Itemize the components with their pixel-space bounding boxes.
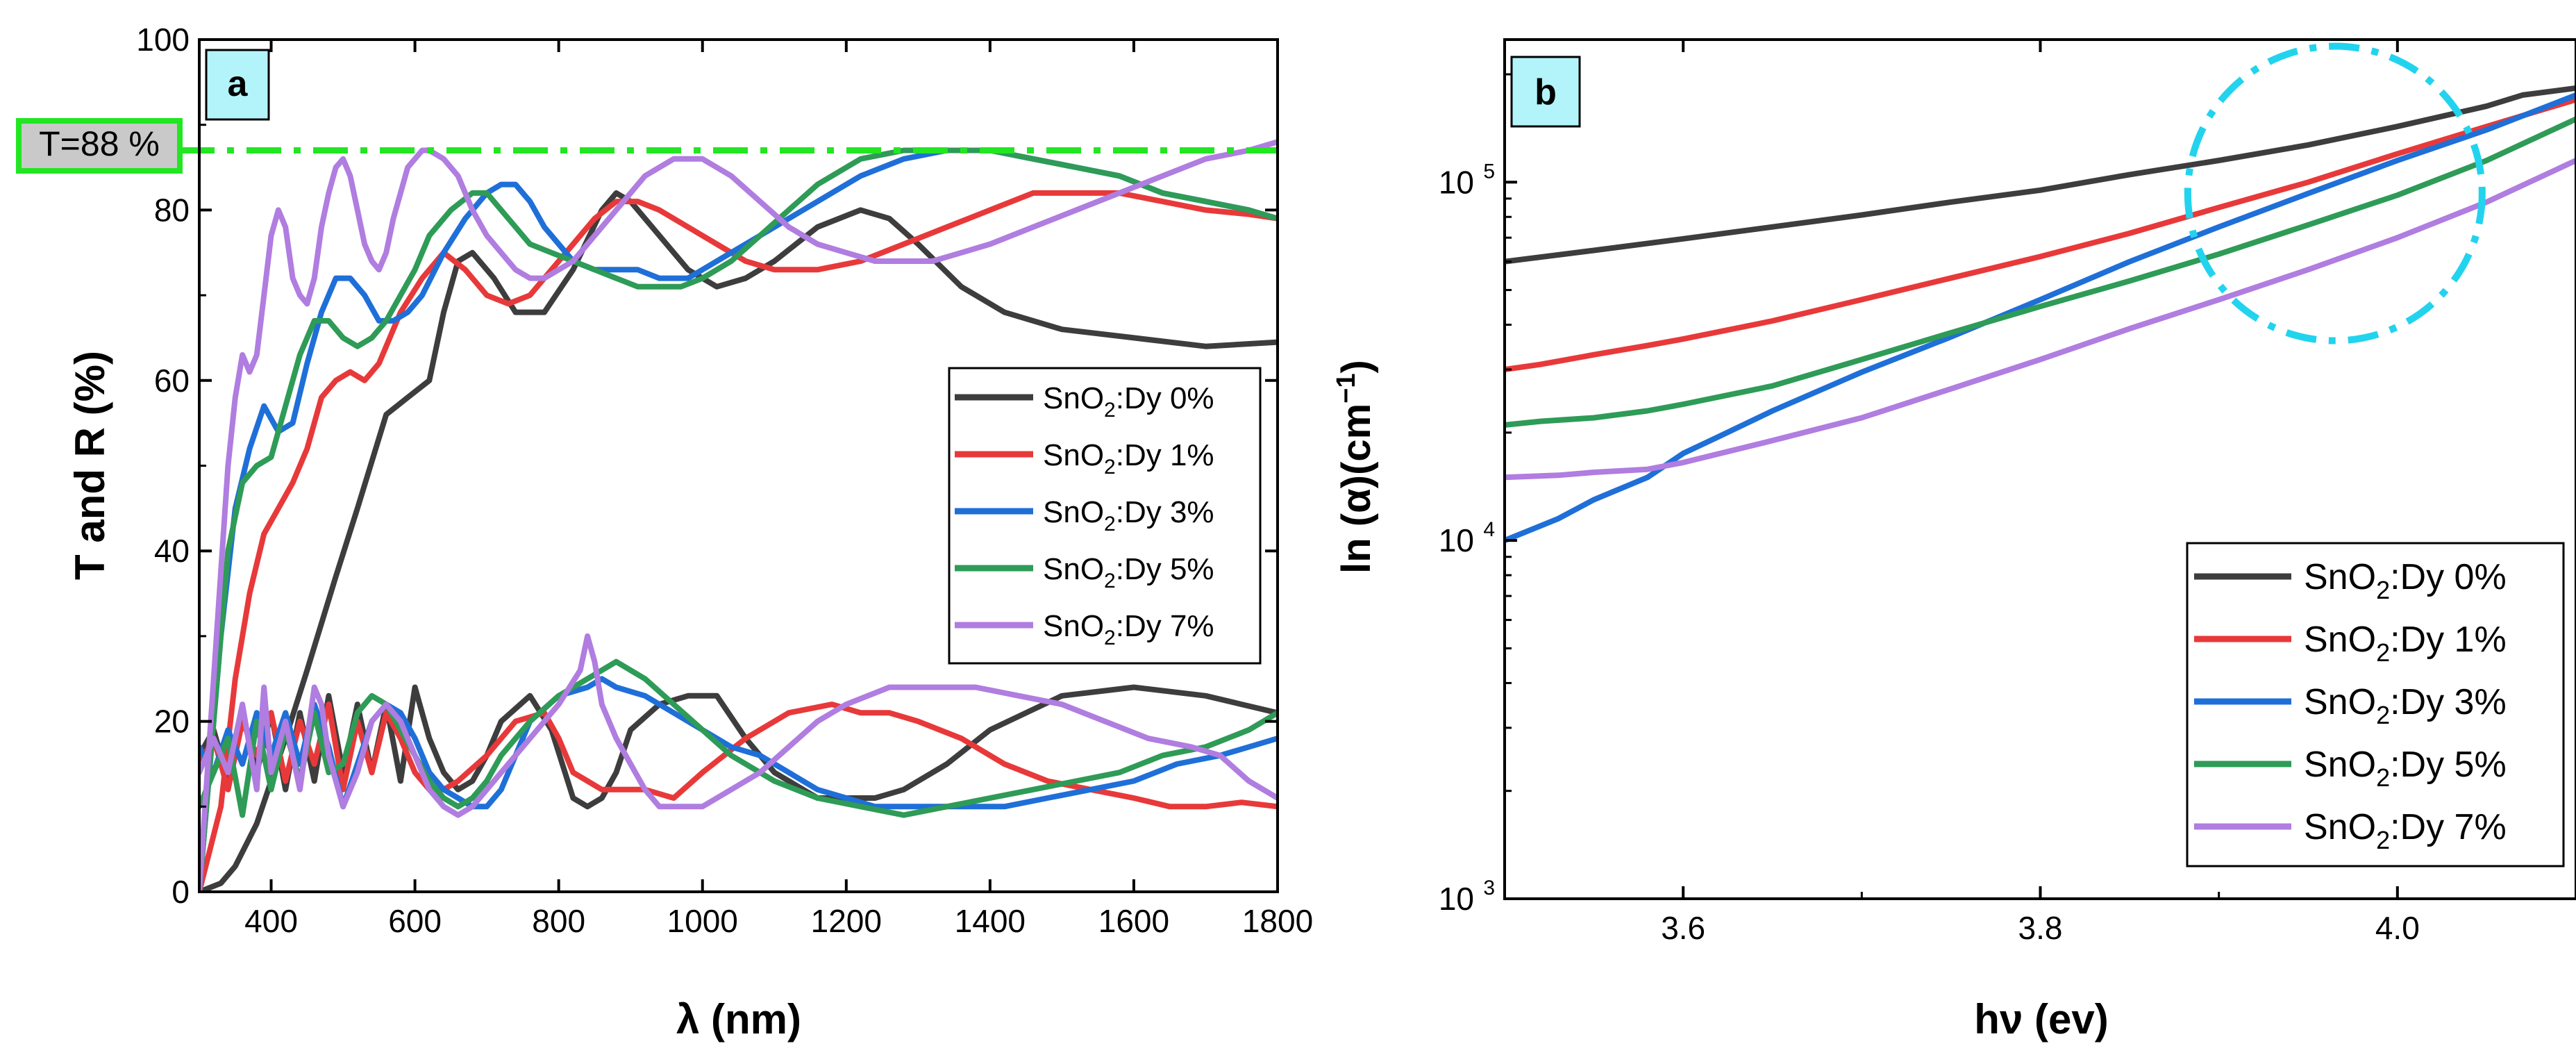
y-tick-exponent-b: 4 <box>1483 518 1495 541</box>
x-tick-label-a: 1000 <box>667 903 738 939</box>
legend-label-b: SnO2:Dy 7% <box>2304 807 2507 854</box>
x-axis-title-b: hν (ev) <box>1974 996 2108 1043</box>
legend-label-a: SnO2:Dy 1% <box>1043 438 1214 479</box>
panel-a-label-box <box>205 49 270 121</box>
y-tick-label-b: 10 <box>1439 164 1474 200</box>
legend-label-a: SnO2:Dy 0% <box>1043 381 1214 422</box>
y-tick-label-a: 0 <box>172 874 190 910</box>
x-tick-label-a: 1800 <box>1242 903 1313 939</box>
series-sno2-dy-7 <box>1505 158 2576 481</box>
panel-a-label: a <box>228 64 249 104</box>
y-axis-title-b-sup: −1 <box>1332 373 1361 403</box>
x-axis-title-a: λ (nm) <box>676 996 801 1043</box>
legend-label-b: SnO2:Dy 1% <box>2304 620 2507 667</box>
x-tick-label-a: 600 <box>388 903 442 939</box>
y-tick-label-a: 60 <box>154 363 190 399</box>
y-axis-title-a: T and R (%) <box>67 351 113 580</box>
legend-label-a: SnO2:Dy 5% <box>1043 552 1214 592</box>
legend-label-a: SnO2:Dy 3% <box>1043 495 1214 536</box>
x-tick-label-a: 1400 <box>955 903 1026 939</box>
series-sno2-dy-5 <box>1505 116 2576 428</box>
annotation-label: T=88 % <box>39 124 160 163</box>
x-tick-label-a: 1200 <box>811 903 882 939</box>
legend-label-b: SnO2:Dy 5% <box>2304 745 2507 792</box>
y-tick-label-a: 40 <box>154 533 190 569</box>
series-R-sno2-dy-7 <box>199 633 1278 818</box>
series-sno2-dy-1 <box>1505 97 2576 372</box>
legend-a <box>948 367 1262 665</box>
y-axis-title-b-main: ln (α)(cm <box>1334 404 1379 574</box>
y-axis-title-b: ln (α)(cm−1) <box>1332 360 1379 574</box>
y-tick-label-a: 80 <box>154 192 190 228</box>
x-tick-label-a: 1600 <box>1098 903 1169 939</box>
x-tick-label-b: 3.6 <box>1661 910 1705 946</box>
series-sno2-dy-0 <box>1505 85 2576 265</box>
panel-a: 400 600 800 1000 1200 1400 1600 1800 0 20 40 60 80 10… <box>16 22 1313 1043</box>
legend-label-b: SnO2:Dy 3% <box>2304 682 2507 729</box>
y-tick-label-b: 10 <box>1439 522 1474 558</box>
x-tick-label-b: 4.0 <box>2375 910 2420 946</box>
y-tick-label-a: 20 <box>154 704 190 740</box>
x-tick-label-a: 400 <box>244 903 298 939</box>
y-tick-exponent-b: 5 <box>1483 160 1495 183</box>
panel-b-label: b <box>1534 72 1557 113</box>
y-tick-label-b: 10 <box>1439 881 1474 917</box>
y-tick-label-a: 100 <box>136 22 190 58</box>
series-T-sno2-dy-5 <box>199 147 1278 892</box>
legend-label-b: SnO2:Dy 0% <box>2304 557 2507 604</box>
highlight-circle <box>2184 42 2486 344</box>
legend-label-a: SnO2:Dy 7% <box>1043 609 1214 649</box>
panel-b: 3.6 3.8 4.0 10 3 10 4 10 5 b hν (ev) ln (α)(cm−1… <box>1332 38 2576 1043</box>
x-tick-label-a: 800 <box>532 903 585 939</box>
series-T-sno2-dy-7 <box>199 139 1278 892</box>
y-axis-title-b-close: ) <box>1334 360 1379 373</box>
y-tick-exponent-b: 3 <box>1483 877 1495 899</box>
annotation-box <box>16 118 183 174</box>
x-tick-label-b: 3.8 <box>2018 910 2063 946</box>
panel-b-label-box <box>1510 56 1581 128</box>
series-sno2-dy-3 <box>1505 92 2576 544</box>
